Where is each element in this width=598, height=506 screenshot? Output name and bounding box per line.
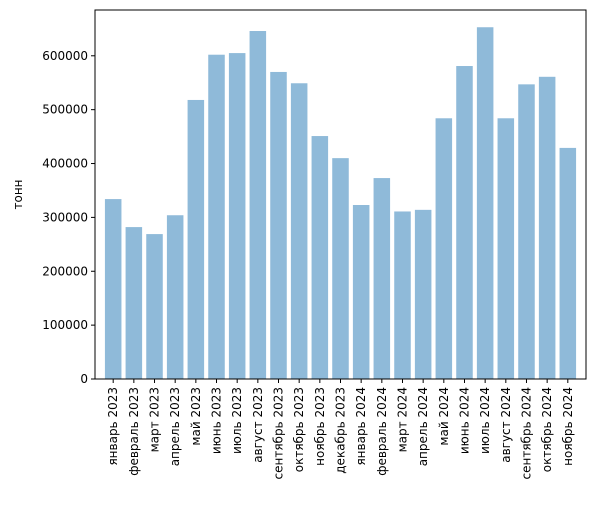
x-tick-label: апрель 2023 [168, 387, 182, 466]
x-tick-label: июнь 2024 [457, 387, 471, 454]
plot-frame [94, 9, 587, 380]
x-tick-label: февраль 2024 [375, 387, 389, 476]
x-tick-label: август 2024 [499, 387, 513, 463]
bar [497, 118, 515, 379]
bar [538, 76, 556, 380]
x-tick-label: август 2023 [251, 387, 265, 463]
x-tick-label: сентябрь 2023 [272, 387, 286, 479]
x-tick-label: октябрь 2024 [540, 387, 554, 472]
bar [352, 205, 370, 379]
bar [166, 215, 184, 379]
y-tick-label: 0 [80, 372, 88, 386]
bar [104, 199, 122, 379]
x-tick-label: февраль 2023 [127, 387, 141, 476]
bar [373, 178, 391, 379]
x-tick-label: май 2024 [437, 387, 451, 446]
y-axis-label: тонн [11, 179, 25, 209]
bar [187, 99, 205, 380]
bar [290, 83, 308, 379]
x-tick-label: декабрь 2023 [334, 387, 348, 474]
bar [394, 211, 411, 379]
x-tick-label: ноябрь 2023 [313, 387, 327, 466]
bar [311, 136, 329, 379]
bar [435, 118, 453, 379]
bar [208, 54, 225, 380]
bar [125, 227, 143, 379]
y-tick-label: 600000 [42, 49, 88, 63]
x-tick-label: март 2023 [148, 387, 162, 452]
bar [270, 71, 287, 379]
bar [249, 31, 267, 379]
bar [228, 53, 246, 380]
x-tick-label: октябрь 2023 [292, 387, 306, 472]
y-axis: 0 100000 200000 300000 400000 500000 600000 [42, 49, 95, 386]
bar [559, 147, 577, 379]
x-tick-label: апрель 2024 [416, 387, 430, 466]
bar [476, 27, 494, 380]
x-tick-label: июль 2024 [478, 387, 492, 454]
y-tick-label: 500000 [42, 103, 88, 117]
bar [414, 209, 432, 379]
x-axis: январь 2023 февраль 2023 март 2023 апрель 2… [106, 379, 575, 479]
bars-group [104, 27, 577, 380]
bar [146, 234, 163, 379]
x-tick-label: март 2024 [395, 387, 409, 452]
x-tick-label: январь 2024 [354, 387, 368, 466]
bar [518, 84, 535, 379]
x-tick-label: май 2023 [189, 387, 203, 446]
x-tick-label: июнь 2023 [210, 387, 224, 454]
y-tick-label: 100000 [42, 318, 88, 332]
x-tick-label: июль 2023 [230, 387, 244, 454]
x-tick-label: январь 2023 [106, 387, 120, 466]
x-tick-label: ноябрь 2024 [561, 387, 575, 466]
y-tick-label: 200000 [42, 264, 88, 278]
y-tick-label: 300000 [42, 210, 88, 224]
x-tick-label: сентябрь 2024 [519, 387, 533, 479]
bar [456, 66, 473, 380]
bar [332, 158, 349, 379]
y-tick-label: 400000 [42, 157, 88, 171]
